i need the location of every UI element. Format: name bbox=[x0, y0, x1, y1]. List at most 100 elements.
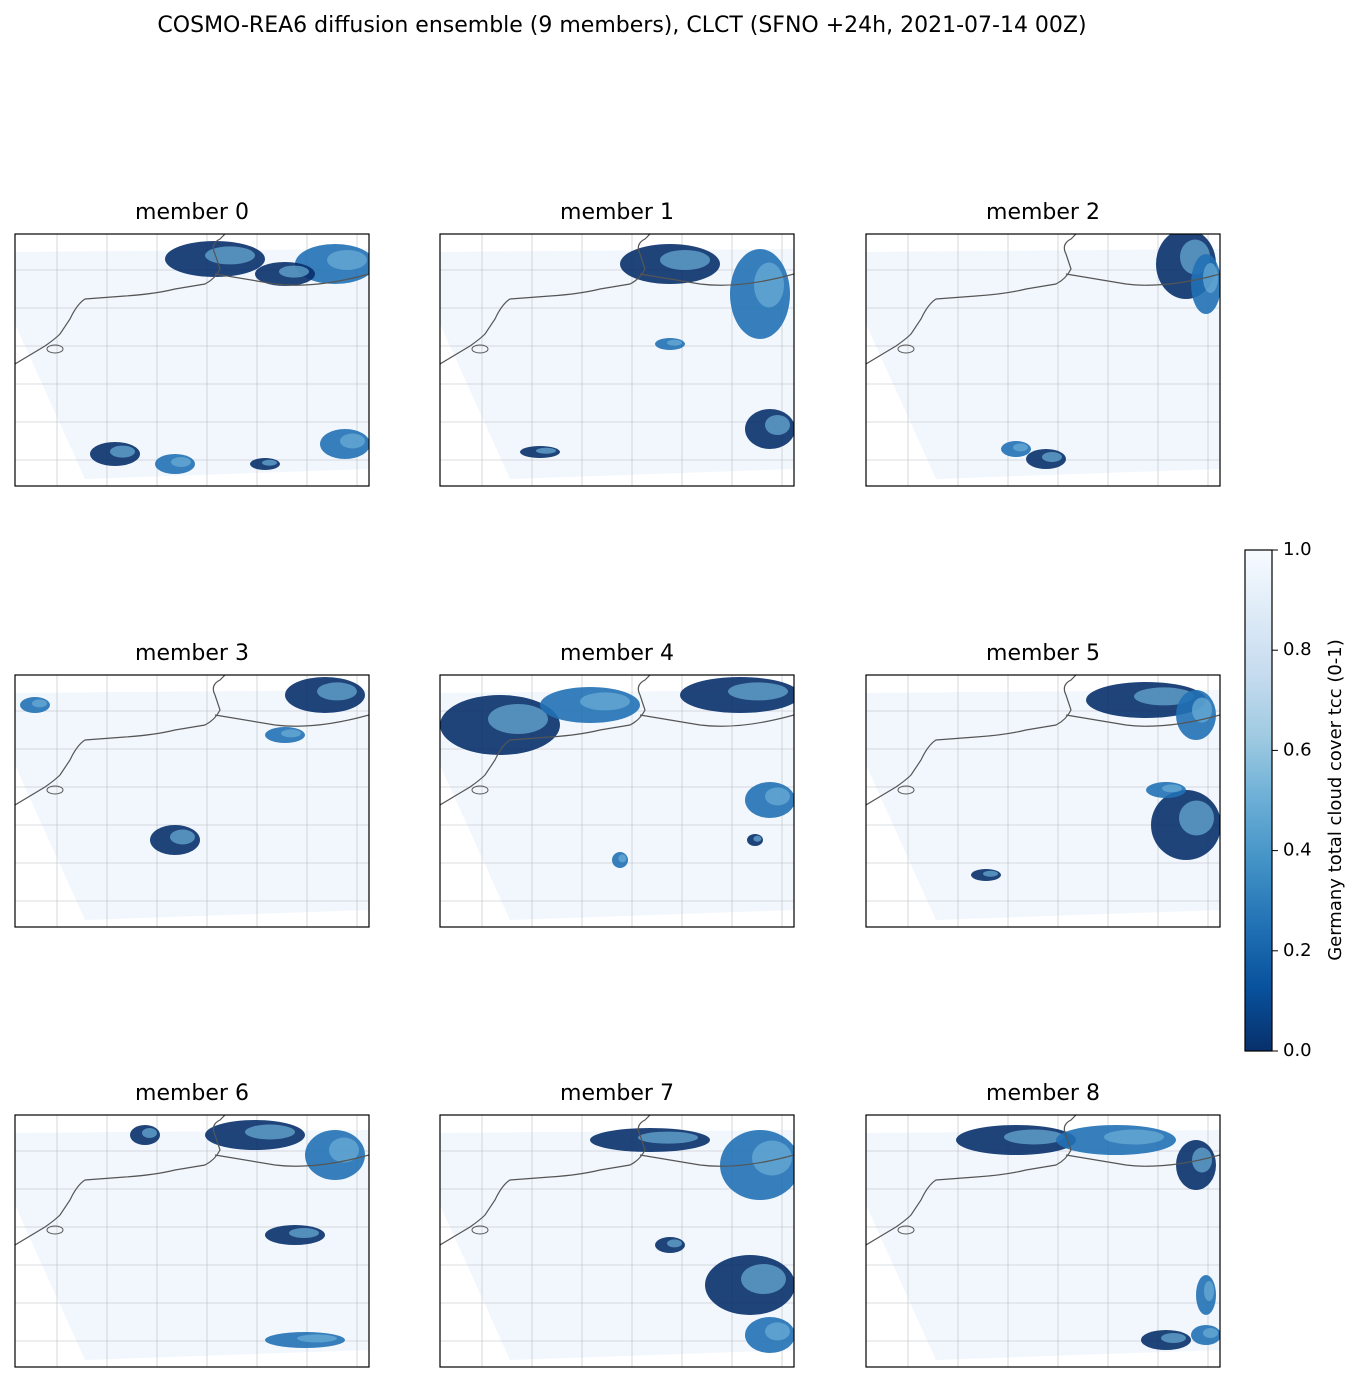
cloud bbox=[1134, 687, 1194, 706]
domain bbox=[440, 1130, 794, 1360]
cloud bbox=[1192, 697, 1212, 723]
panel-frame bbox=[439, 233, 795, 487]
map-panel bbox=[865, 1114, 1221, 1368]
island bbox=[46, 344, 64, 354]
colorbar-tick-label: 0.2 bbox=[1283, 940, 1312, 961]
domain bbox=[15, 249, 369, 479]
cloud bbox=[752, 1140, 792, 1176]
panel-title: member 5 bbox=[986, 641, 1100, 666]
panel-frame bbox=[865, 1114, 1221, 1368]
panel-title: member 1 bbox=[560, 200, 674, 225]
panel-frame bbox=[865, 233, 1221, 487]
coastline bbox=[639, 714, 794, 727]
cloud bbox=[262, 459, 277, 466]
panel-title: member 7 bbox=[560, 1081, 674, 1106]
cloud bbox=[1179, 800, 1214, 836]
cloud bbox=[171, 457, 191, 467]
cloud bbox=[317, 682, 357, 701]
map-panel bbox=[865, 233, 1221, 487]
cloud bbox=[1161, 1333, 1186, 1343]
map-panel bbox=[14, 1114, 370, 1368]
map-content bbox=[866, 1115, 1220, 1367]
coastline bbox=[214, 1154, 369, 1167]
cloud bbox=[728, 682, 788, 701]
cloud bbox=[754, 262, 784, 308]
cloud bbox=[1204, 1281, 1214, 1301]
cloud bbox=[340, 433, 365, 449]
cloud bbox=[110, 445, 135, 458]
cloud bbox=[289, 1228, 319, 1238]
cloud bbox=[741, 1264, 786, 1294]
coastline bbox=[15, 675, 226, 806]
coastline bbox=[440, 1115, 651, 1246]
cloud bbox=[765, 1322, 790, 1341]
cloud bbox=[1042, 452, 1062, 462]
map-panel bbox=[439, 674, 795, 928]
cloud bbox=[638, 1131, 698, 1144]
panel-title: member 0 bbox=[135, 200, 249, 225]
cloud bbox=[753, 835, 762, 842]
cloud bbox=[1162, 784, 1182, 793]
cloud bbox=[279, 265, 309, 278]
domain bbox=[866, 690, 1220, 920]
cloud bbox=[1013, 443, 1028, 452]
map-content bbox=[866, 234, 1220, 486]
map-panel bbox=[14, 674, 370, 928]
domain bbox=[866, 1130, 1220, 1360]
panel-frame bbox=[865, 674, 1221, 928]
panel-frame bbox=[14, 1114, 370, 1368]
coastline bbox=[639, 1154, 794, 1167]
island bbox=[897, 1225, 915, 1235]
panel-title: member 4 bbox=[560, 641, 674, 666]
figure-title: COSMO-REA6 diffusion ensemble (9 members… bbox=[157, 13, 1086, 38]
colorbar-tick-label: 0.8 bbox=[1283, 639, 1312, 660]
panel-title: member 2 bbox=[986, 200, 1100, 225]
map-panel bbox=[439, 233, 795, 487]
map-content bbox=[15, 675, 369, 927]
island bbox=[471, 1225, 489, 1235]
cloud bbox=[667, 1239, 682, 1248]
colorbar-tick-label: 0.0 bbox=[1283, 1040, 1312, 1061]
cloud bbox=[488, 704, 548, 734]
island bbox=[897, 785, 915, 795]
coastline bbox=[639, 273, 794, 286]
coastline bbox=[866, 1115, 1077, 1246]
panel-title: member 6 bbox=[135, 1081, 249, 1106]
colorbar-label: Germany total cloud cover tcc (0-1) bbox=[1325, 639, 1346, 961]
island bbox=[897, 344, 915, 354]
cloud bbox=[765, 415, 790, 435]
coastline bbox=[1065, 273, 1220, 286]
cloud bbox=[281, 729, 301, 738]
coastline bbox=[440, 234, 651, 365]
island bbox=[46, 785, 64, 795]
map-content bbox=[15, 234, 369, 486]
coastline bbox=[1065, 714, 1220, 727]
map-panel bbox=[14, 233, 370, 487]
cloud bbox=[1203, 1328, 1218, 1338]
cloud bbox=[297, 1334, 337, 1343]
map-panel bbox=[439, 1114, 795, 1368]
panel-title: member 8 bbox=[986, 1081, 1100, 1106]
cloud bbox=[32, 699, 47, 708]
panel-frame bbox=[14, 674, 370, 928]
panel-frame bbox=[439, 674, 795, 928]
island bbox=[46, 1225, 64, 1235]
cloud bbox=[142, 1128, 157, 1138]
map-panel bbox=[865, 674, 1221, 928]
colorbar-tick-label: 1.0 bbox=[1283, 539, 1312, 560]
map-content bbox=[440, 675, 794, 927]
cloud bbox=[245, 1124, 295, 1140]
cloud bbox=[660, 250, 710, 270]
colorbar-tick-label: 0.4 bbox=[1283, 840, 1312, 861]
cloud bbox=[618, 854, 627, 863]
cloud bbox=[1203, 263, 1218, 293]
cloud bbox=[536, 447, 556, 454]
coastline bbox=[1065, 1154, 1220, 1167]
cloud bbox=[329, 1137, 359, 1163]
panel-title: member 3 bbox=[135, 641, 249, 666]
domain bbox=[440, 249, 794, 479]
domain bbox=[866, 249, 1220, 479]
cloud bbox=[327, 250, 367, 270]
panel-frame bbox=[14, 233, 370, 487]
